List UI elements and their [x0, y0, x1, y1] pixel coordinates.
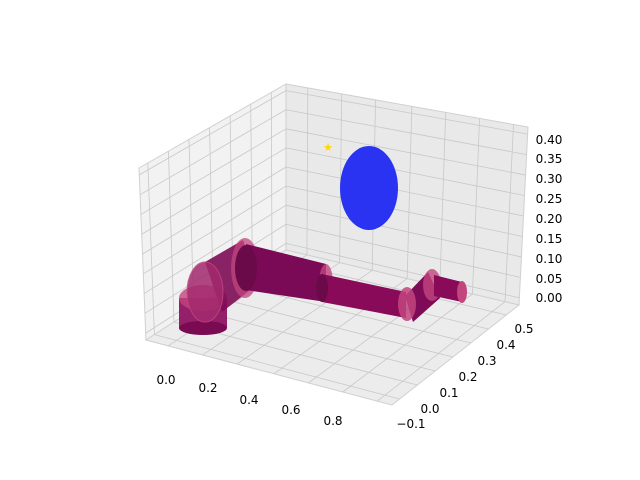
- z-tick-label: 0.25: [536, 192, 563, 206]
- grid-line-z-back: [285, 166, 524, 217]
- grid-line-z-back: [285, 90, 528, 135]
- grid-line-z-back: [285, 185, 523, 237]
- grid-line-z-left: [143, 204, 287, 294]
- x-tick-label: 0.0: [156, 373, 175, 387]
- z-axis-ticks: 0.00 0.05 0.10 0.15 0.20 0.25 0.30 0.35 0.40: [536, 133, 563, 305]
- y-tick-label: 0.4: [496, 338, 515, 352]
- y-tick-label: 0.0: [420, 402, 439, 416]
- forearm: [316, 274, 406, 318]
- grid-line-z-left: [143, 185, 287, 275]
- z-tick-label: 0.20: [536, 212, 563, 226]
- end-effector: [434, 275, 467, 303]
- grid-line-z-left: [142, 166, 287, 255]
- grid-line-z-left: [140, 128, 287, 215]
- y-tick-label: −0.1: [396, 417, 425, 431]
- grid-line-z-left: [139, 109, 287, 196]
- grid-line-x: [342, 293, 473, 393]
- y-tick-label: 0.1: [439, 386, 458, 400]
- grid-line-y: [232, 283, 471, 344]
- grid-line-z-back: [285, 223, 521, 278]
- grid-line-z-left: [141, 147, 287, 235]
- x-tick-label: 0.6: [281, 403, 300, 417]
- y-tick-label: 0.5: [514, 322, 533, 336]
- grid-line-y: [154, 334, 400, 400]
- z-tick-label: 0.10: [536, 252, 563, 266]
- z-tick-label: 0.35: [536, 152, 563, 166]
- z-tick-label: 0.40: [536, 133, 563, 147]
- x-tick-label: 0.2: [198, 381, 217, 395]
- goal-star-icon: ★: [323, 141, 333, 154]
- z-tick-label: 0.15: [536, 232, 563, 246]
- grid-line-y: [193, 309, 436, 372]
- grid-line-z-back: [285, 128, 526, 176]
- grid-line-z-back: [285, 204, 522, 258]
- grid-line-z-back: [285, 147, 525, 196]
- z-tick-label: 0.00: [536, 291, 563, 305]
- y-tick-label: 0.3: [477, 354, 496, 368]
- grid-line-y: [213, 296, 454, 358]
- obstacle-sphere: [340, 146, 398, 230]
- z-tick-label: 0.30: [536, 172, 563, 186]
- grid-line-z-back: [285, 109, 527, 155]
- y-axis-ticks: −0.10.00.10.20.30.4 0.5: [396, 322, 533, 431]
- x-tick-label: 0.4: [239, 393, 258, 407]
- x-axis-ticks: 0.0 0.2 0.4 0.6 0.8: [156, 373, 342, 428]
- grid-line-z-left: [139, 90, 287, 176]
- grid-line-x: [376, 301, 506, 402]
- robot-arm: [179, 238, 467, 335]
- z-tick-label: 0.05: [536, 272, 563, 286]
- y-tick-label: 0.2: [458, 370, 477, 384]
- grid-line-z-back: [285, 242, 520, 299]
- x-tick-label: 0.8: [323, 414, 342, 428]
